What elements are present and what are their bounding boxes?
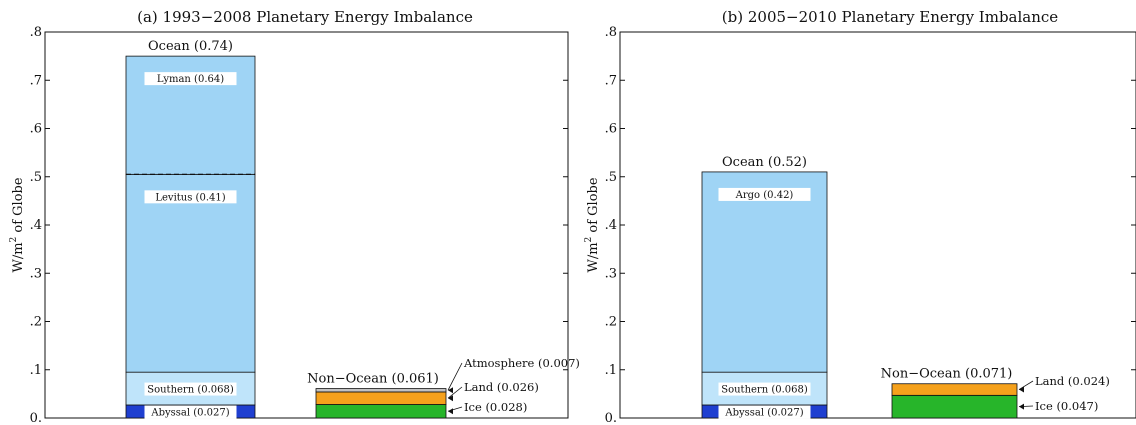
segment-arrowhead (448, 408, 453, 415)
segment-arrowhead (448, 387, 453, 394)
stacked-bar: Abyssal (0.027) Southern (0.068) Levitus (… (125, 39, 256, 419)
bar-segment (891, 383, 1018, 396)
y-tick-label: .2 (30, 315, 42, 330)
segment-label-box (144, 72, 237, 86)
segment-arrow (1018, 380, 1034, 390)
stacked-bar: Ice (0.047) Land (0.024) Non−Ocean (0.071) (881, 367, 1110, 419)
segment-side-label: Ice (0.047) (1035, 399, 1098, 413)
y-tick-label: .5 (605, 170, 617, 185)
y-tick-label: .3 (605, 266, 617, 281)
y-tick-label: .3 (30, 266, 42, 281)
segment-arrow (447, 386, 463, 399)
stacked-bar: Abyssal (0.027) Southern (0.068) Argo (0.4… (701, 155, 828, 419)
bar-total-label: Non−Ocean (0.061) (307, 372, 439, 387)
y-axis-label-suffix: of Globe (11, 177, 26, 237)
segment-arrow (447, 362, 463, 391)
segment-label: Lyman (0.64) (157, 74, 224, 85)
bar-segment (315, 391, 447, 405)
bar-segment (891, 394, 1018, 419)
segment-label-box (718, 405, 811, 419)
y-axis-label: W/m2 of Globe (584, 177, 601, 272)
segment-label: Abyssal (0.027) (724, 407, 803, 418)
y-axis-label-prefix: W/m (586, 242, 601, 272)
plot-frame (619, 31, 1136, 419)
bar-segment (701, 171, 828, 373)
chart-title: (a) 1993−2008 Planetary Energy Imbalance (137, 8, 473, 26)
y-axis-label-prefix: W/m (11, 242, 26, 272)
panel-a: (a) 1993−2008 Planetary Energy Imbalance… (9, 8, 580, 425)
stacked-bar: Ice (0.028) Land (0.026) Atmosphere (0.007… (307, 356, 580, 419)
segment-label-box (144, 382, 237, 396)
y-tick-label: .4 (605, 218, 617, 233)
y-tick-label: .1 (30, 363, 42, 378)
y-tick-label: .4 (30, 218, 42, 233)
bar-segment (315, 404, 447, 419)
segment-label-box (144, 190, 237, 204)
y-tick-label: .1 (605, 363, 617, 378)
y-tick-label: .6 (605, 122, 617, 137)
y-axis-label: W/m2 of Globe (9, 177, 26, 272)
y-tick-label: .7 (605, 73, 617, 88)
segment-label-box (144, 405, 237, 419)
segment-arrowhead (1019, 386, 1024, 393)
chart-title: (b) 2005−2010 Planetary Energy Imbalance (722, 8, 1059, 26)
bar-total-label: Non−Ocean (0.071) (881, 367, 1013, 382)
segment-label-box (718, 187, 811, 201)
segment-label-box (718, 382, 811, 396)
y-tick-label: .7 (30, 73, 42, 88)
y-tick-label: .6 (30, 122, 42, 137)
bar-total-label: Ocean (0.74) (148, 39, 233, 54)
y-tick-label: .8 (605, 25, 617, 40)
y-tick-label: .2 (605, 315, 617, 330)
segment-label: Abyssal (0.027) (150, 407, 229, 418)
bar-total-label: Ocean (0.52) (722, 155, 807, 170)
y-axis-label-sup: 2 (584, 237, 594, 243)
segment-label: Levitus (0.41) (155, 192, 225, 203)
y-axis-label-sup: 2 (9, 237, 19, 243)
y-axis-label-suffix: of Globe (586, 177, 601, 237)
segment-side-label: Atmosphere (0.007) (463, 356, 580, 370)
panel-b: (b) 2005−2010 Planetary Energy Imbalance… (584, 8, 1136, 425)
y-tick-label: 0. (30, 411, 42, 425)
segment-side-label: Ice (0.028) (464, 400, 527, 414)
segment-arrowhead (1019, 403, 1024, 410)
segment-side-label: Land (0.026) (464, 380, 539, 394)
y-tick-label: .5 (30, 170, 42, 185)
y-tick-label: .8 (30, 25, 42, 40)
segment-label: Southern (0.068) (721, 385, 808, 396)
segment-label: Argo (0.42) (735, 190, 794, 201)
y-tick-label: 0. (605, 411, 617, 425)
segment-label: Southern (0.068) (147, 385, 234, 396)
segment-side-label: Land (0.024) (1035, 374, 1110, 388)
bar-segment (315, 388, 447, 393)
bar-segment (125, 173, 256, 373)
segment-arrowhead (448, 395, 453, 402)
